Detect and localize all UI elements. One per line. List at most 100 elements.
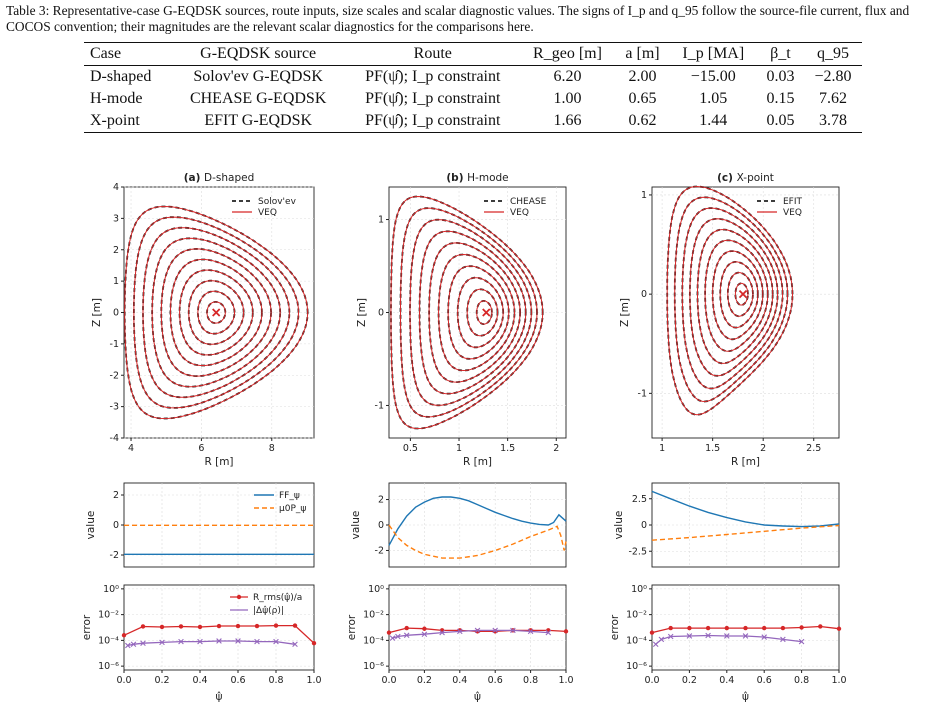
x-tick-label: 4 (128, 443, 134, 454)
x-tick-label: 0.0 (116, 675, 131, 686)
reference-flux-surface (666, 185, 794, 416)
dpsi-error-point (273, 638, 279, 645)
cell: 6.20 (553, 68, 582, 85)
y-tick-label: 2 (113, 245, 119, 256)
veq-flux-surface (160, 248, 272, 377)
veq-flux-surface (142, 227, 290, 398)
x-tick-label: 0.8 (268, 675, 283, 686)
dpsi-error-point (742, 633, 749, 639)
legend-veq-label: VEQ (783, 208, 802, 218)
y-tick-label: 0 (378, 308, 384, 319)
panel-title: (b) H-mode (446, 172, 508, 184)
dpsi-error-point (130, 641, 137, 648)
legend-veq-label: VEQ (510, 208, 529, 218)
x-tick-label: 1.0 (831, 675, 846, 686)
x-tick-label: 0.5 (403, 443, 418, 454)
veq-flux-surface (712, 250, 764, 340)
rms-error-point (687, 625, 692, 631)
x-tick-label: 1.0 (306, 675, 321, 686)
cell: 7.62 (819, 90, 848, 107)
cell: EFIT G-EQDSK (204, 112, 313, 129)
cell: D-shaped (90, 68, 152, 85)
ff-profile-line (651, 490, 840, 528)
rms-error-point (235, 623, 241, 629)
x-axis-label: R [m] (204, 456, 233, 468)
veq-flux-surface (124, 205, 309, 420)
x-tick-label: 6 (198, 443, 204, 454)
y-axis-label: error (346, 614, 358, 640)
x-tick-label: 0.6 (757, 675, 772, 686)
veq-flux-surface (206, 301, 226, 324)
cell: PF(ψ̂); I_p constraint (365, 112, 501, 129)
cell: H-mode (90, 90, 143, 107)
veq-flux-surface (151, 237, 281, 388)
rms-error-point (743, 625, 748, 631)
x-tick-label: 0.6 (230, 675, 245, 686)
y-tick-label: 10⁰ (103, 584, 119, 595)
y-axis-label: value (350, 511, 362, 540)
cell: 1.66 (553, 112, 582, 129)
veq-flux-surface (438, 253, 516, 372)
legend-reference-label: EFIT (783, 197, 803, 207)
x-axis-label: R [m] (463, 456, 492, 468)
dpsi-error-point (761, 634, 767, 640)
flux-axes-frame (651, 186, 840, 439)
dpsi-error-line (655, 634, 802, 645)
veq-flux-surface (704, 239, 769, 352)
rms-error-point (705, 625, 711, 631)
error-axes-frame (123, 584, 315, 671)
rms-error-point (254, 623, 260, 629)
col-rgeo: R_geo [m] (533, 45, 602, 62)
dpsi-error-point (724, 633, 730, 639)
dpsi-error-point (667, 633, 674, 640)
y-tick-label: 10⁻² (626, 610, 647, 621)
rms-error-point (404, 625, 409, 631)
cell: 0.65 (628, 90, 657, 107)
veq-flux-surface (188, 280, 245, 345)
cell: 1.00 (553, 90, 582, 107)
y-tick-label: 10⁻⁴ (98, 635, 119, 646)
dpsi-error-point (705, 632, 711, 639)
dpsi-error-point (421, 631, 428, 638)
dpsi-error-point (798, 638, 805, 645)
y-tick-label: 10⁻⁶ (98, 661, 119, 672)
x-tick-label: 0.2 (154, 675, 169, 686)
panel-title: (c) X-point (717, 172, 774, 184)
legend-ff-label: FF_ψ (279, 491, 300, 501)
rms-error-point (178, 624, 184, 629)
x-tick-label: 0.0 (644, 675, 659, 686)
dpsi-error-point (235, 638, 241, 644)
dpsi-error-line (127, 640, 296, 647)
rms-error-point (121, 633, 127, 638)
rms-error-point (422, 626, 427, 631)
dpsi-error-point (780, 636, 786, 643)
veq-flux-surface (409, 219, 532, 406)
legend-rms-label: R_rms(ψ̂)/a (253, 592, 302, 603)
y-tick-label: 1 (641, 190, 647, 201)
x-tick-label: 8 (269, 443, 275, 454)
rms-error-point (836, 626, 842, 631)
veq-flux-surface (400, 207, 538, 418)
cell: −15.00 (690, 68, 736, 85)
veq-flux-surface (447, 265, 510, 360)
dpsi-error-point (545, 629, 552, 636)
cell: −2.80 (814, 68, 852, 85)
rms-error-point (762, 625, 767, 631)
cell: 0.62 (628, 112, 657, 129)
x-tick-label: 2 (553, 443, 559, 454)
dpsi-error-point (474, 627, 481, 634)
rms-error-point (563, 629, 569, 634)
cell: 3.78 (819, 112, 848, 129)
col-beta: β_t (770, 45, 791, 62)
legend-veq-label: VEQ (258, 208, 277, 218)
y-tick-label: -1 (375, 400, 384, 411)
rms-error-point (216, 623, 222, 629)
veq-flux-surface (734, 282, 749, 306)
rms-error-point (311, 641, 317, 646)
y-tick-label: 1 (113, 276, 119, 287)
magnetic-axis-marker (738, 290, 748, 299)
x-tick-label: 0.6 (488, 675, 503, 686)
dpsi-error-point (292, 641, 298, 648)
x-tick-label: 0.2 (682, 675, 697, 686)
cell: X-point (90, 112, 140, 129)
